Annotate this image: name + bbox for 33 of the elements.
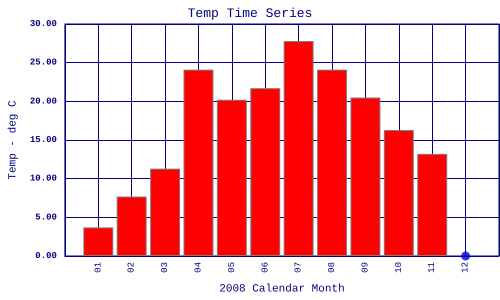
bar <box>83 227 114 256</box>
bar <box>384 130 414 256</box>
x-tick-label: 07 <box>294 262 304 273</box>
x-tick-label: 05 <box>226 262 237 273</box>
y-tick-label: 20.00 <box>30 96 57 106</box>
bar <box>250 88 280 256</box>
x-tick-label: 06 <box>260 262 270 273</box>
bar <box>317 70 348 256</box>
y-tick-label: 5.00 <box>35 212 57 222</box>
y-tick-label: 0.00 <box>35 251 57 261</box>
y-tick-label: 30.00 <box>30 19 57 29</box>
bar <box>116 196 147 256</box>
y-axis-title: Temp - deg C <box>8 100 20 180</box>
y-tick-label: 15.00 <box>30 135 57 145</box>
y-tick-label: 25.00 <box>30 58 57 68</box>
x-tick-label: 11 <box>427 262 438 273</box>
x-tick-label: 12 <box>460 262 471 273</box>
bar <box>284 41 314 256</box>
x-tick-label: 10 <box>394 262 404 273</box>
bar <box>216 100 247 256</box>
x-tick-label: 01 <box>93 262 104 273</box>
bar <box>417 154 448 256</box>
x-tick-label: 04 <box>193 262 204 273</box>
x-tick-label: 08 <box>327 262 338 273</box>
y-tick-label: 10.00 <box>30 174 57 184</box>
chart-title: Temp Time Series <box>188 6 312 21</box>
x-tick-label: 03 <box>160 262 170 273</box>
bar <box>350 97 380 256</box>
x-tick-label: 09 <box>360 262 370 273</box>
bar <box>150 168 180 256</box>
x-axis-title: 2008 Calendar Month <box>219 284 345 296</box>
bar <box>183 70 214 256</box>
x-tick-label: 02 <box>126 262 137 273</box>
